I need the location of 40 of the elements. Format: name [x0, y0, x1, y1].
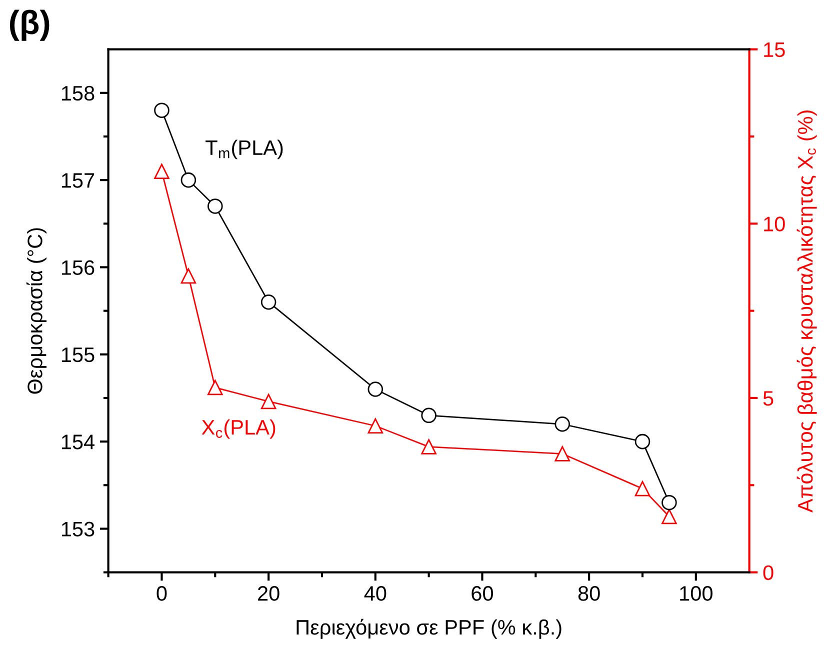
- point: [154, 164, 170, 179]
- y2-axis-title: Απόλυτος βαθμός κρυσταλλικότητας X$_{c}$ (%): [796, 110, 817, 513]
- y2-tick-label: 10: [764, 216, 785, 232]
- y-axis-title: Θερμοκρασία (°C): [26, 228, 46, 394]
- point: [554, 446, 570, 462]
- series-label: T$_{m}$(PLA): [206, 140, 283, 160]
- y2-tick-label: 15: [764, 42, 785, 58]
- point: [421, 408, 436, 424]
- point: [180, 268, 196, 284]
- point: [208, 198, 223, 214]
- point: [260, 394, 276, 410]
- point: [260, 294, 276, 310]
- point: [368, 382, 384, 397]
- y-tick-label: 158: [62, 86, 94, 101]
- point: [368, 418, 384, 434]
- point: [634, 480, 650, 496]
- point: [421, 439, 436, 454]
- y2-tick-label: 5: [763, 391, 774, 406]
- point: [662, 508, 677, 524]
- x-tick-label: 20: [258, 586, 280, 601]
- chart-title: (β): [10, 10, 50, 41]
- y-tick-label: 156: [62, 260, 94, 275]
- point: [662, 494, 677, 510]
- series-label: X$_{c}$(PLA): [202, 419, 276, 439]
- y-tick-label: 154: [62, 434, 95, 450]
- point: [634, 434, 650, 450]
- x-tick-label: 60: [472, 586, 494, 601]
- y-tick-label: 155: [62, 348, 94, 362]
- y2-tick-label: 0: [763, 565, 774, 580]
- y-tick-label: 157: [62, 173, 94, 188]
- x-tick-label: 40: [364, 586, 386, 601]
- x-tick-label: 0: [156, 586, 167, 601]
- point: [180, 172, 196, 188]
- point: [208, 380, 223, 396]
- point: [554, 416, 570, 432]
- x-tick-label: 100: [680, 586, 712, 601]
- y-tick-label: 153: [62, 522, 94, 536]
- x-tick-label: 80: [578, 586, 600, 601]
- x-axis-title: Περιεχόμενο σε PPF (% κ.β.): [296, 618, 562, 639]
- point: [154, 102, 170, 118]
